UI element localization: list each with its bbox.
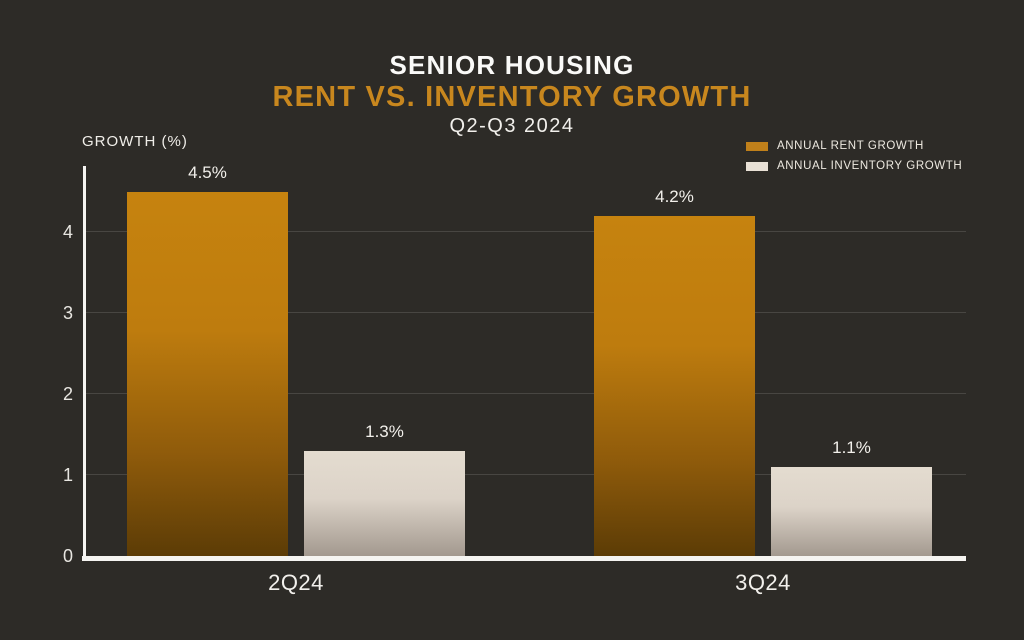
page-period: Q2-Q3 2024 — [449, 115, 575, 137]
legend-swatch-inventory-icon — [746, 161, 768, 171]
legend-item-rent: ANNUAL RENT GROWTH — [746, 140, 962, 152]
gridline-1 — [86, 474, 966, 475]
bar-rent-2q24 — [127, 191, 288, 556]
bar-value-inventory-2q24: 1.3% — [365, 421, 404, 441]
chart-plot-area: 0 1 2 3 4 4.5% 4.2% 1.3% 1.1% 2Q24 3Q24 — [63, 162, 966, 595]
y-tick-label-4: 4 — [62, 222, 73, 242]
legend-label-rent: ANNUAL RENT GROWTH — [777, 140, 924, 152]
legend: ANNUAL RENT GROWTH ANNUAL INVENTORY GROW… — [746, 140, 962, 180]
page-title: SENIOR HOUSING — [389, 50, 635, 80]
y-tick-label-2: 2 — [62, 384, 73, 404]
bar-inventory-2q24 — [304, 450, 465, 556]
y-tick-label-1: 1 — [62, 465, 73, 485]
y-axis-line — [83, 166, 86, 561]
bar-value-rent-2q24: 4.5% — [188, 162, 227, 182]
legend-swatch-rent-icon — [746, 141, 768, 151]
gridline-2 — [86, 393, 966, 394]
y-tick-label-0: 0 — [62, 546, 73, 566]
legend-label-inventory: ANNUAL INVENTORY GROWTH — [777, 160, 963, 172]
y-axis-title: GROWTH (%) — [82, 133, 188, 150]
page-subtitle: RENT VS. INVENTORY GROWTH — [272, 81, 752, 113]
gridline-3 — [86, 312, 966, 313]
gridline-4 — [86, 231, 966, 232]
x-axis-label-2q24: 2Q24 — [268, 570, 324, 595]
bar-value-rent-3q24: 4.2% — [655, 186, 694, 206]
x-axis-line — [82, 556, 966, 561]
bar-rent-3q24 — [594, 215, 755, 556]
y-tick-label-3: 3 — [62, 303, 73, 323]
bar-value-inventory-3q24: 1.1% — [832, 437, 871, 457]
x-axis-label-3q24: 3Q24 — [735, 570, 791, 595]
bar-inventory-3q24 — [771, 466, 932, 556]
legend-item-inventory: ANNUAL INVENTORY GROWTH — [746, 160, 962, 172]
